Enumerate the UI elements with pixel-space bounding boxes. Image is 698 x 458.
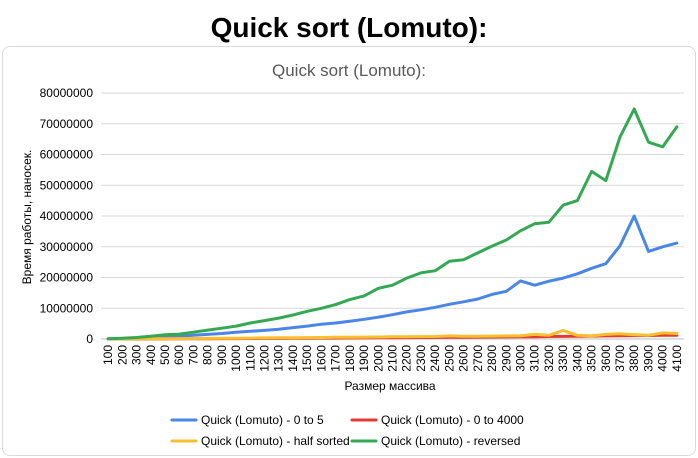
y-tick-label: 80000000 xyxy=(40,86,94,100)
legend: Quick (Lomuto) - 0 to 5 Quick (Lomuto) - … xyxy=(170,413,524,448)
y-tick-label: 60000000 xyxy=(40,148,94,162)
x-tick-label: 2300 xyxy=(414,345,428,372)
x-tick-label: 3800 xyxy=(627,345,641,372)
x-tick-label: 100 xyxy=(101,345,115,365)
x-tick-label: 3900 xyxy=(641,345,655,372)
x-tick-label: 600 xyxy=(172,345,186,365)
x-tick-label: 1200 xyxy=(258,345,272,372)
legend-label: Quick (Lomuto) - half sorted xyxy=(201,434,350,448)
x-tick-label: 1900 xyxy=(357,345,371,372)
x-tick-label: 1600 xyxy=(314,345,328,372)
legend-label: Quick (Lomuto) - reversed xyxy=(381,434,520,448)
legend-label: Quick (Lomuto) - 0 to 5 xyxy=(201,413,324,427)
x-tick-label: 3600 xyxy=(599,345,613,372)
y-tick-label: 10000000 xyxy=(40,301,94,315)
x-tick-label: 1400 xyxy=(286,345,300,372)
y-tick-label: 0 xyxy=(86,332,93,346)
legend-item: Quick (Lomuto) - reversed xyxy=(350,434,520,448)
x-tick-label: 1500 xyxy=(300,345,314,372)
x-tick-label: 4000 xyxy=(656,345,670,372)
x-tick-label: 3700 xyxy=(613,345,627,372)
x-tick-label: 900 xyxy=(215,345,229,365)
x-tick-label: 2400 xyxy=(428,345,442,372)
x-axis-ticks: 100 200 300 400 500 600 700 800 900 1000 1100 1200 1… xyxy=(101,345,684,372)
x-tick-label: 3300 xyxy=(556,345,570,372)
x-tick-label: 2700 xyxy=(471,345,485,372)
legend-item: Quick (Lomuto) - 0 to 5 xyxy=(170,413,324,427)
x-tick-label: 2200 xyxy=(400,345,414,372)
x-tick-label: 3100 xyxy=(528,345,542,372)
legend-label: Quick (Lomuto) - 0 to 4000 xyxy=(381,413,524,427)
y-axis-ticks: 0 10000000 20000000 30000000 40000000 5000000… xyxy=(40,86,94,346)
x-tick-label: 400 xyxy=(144,345,158,365)
legend-item: Quick (Lomuto) - 0 to 4000 xyxy=(350,413,524,427)
y-tick-label: 20000000 xyxy=(40,271,94,285)
chart-card xyxy=(2,46,696,456)
x-tick-label: 3200 xyxy=(542,345,556,372)
x-tick-label: 4100 xyxy=(670,345,684,372)
x-tick-label: 500 xyxy=(158,345,172,365)
y-axis-label: Время работы, наносек. xyxy=(20,150,34,285)
legend-item: Quick (Lomuto) - half sorted xyxy=(170,434,350,448)
y-tick-label: 70000000 xyxy=(40,117,94,131)
x-tick-label: 200 xyxy=(115,345,129,365)
series-line-1 xyxy=(106,214,679,341)
x-tick-label: 2100 xyxy=(386,345,400,372)
gridlines xyxy=(101,92,684,340)
x-tick-label: 1300 xyxy=(272,345,286,372)
x-axis-label: Размер массива xyxy=(344,379,435,393)
x-tick-label: 1700 xyxy=(329,345,343,372)
x-tick-label: 2900 xyxy=(499,345,513,372)
x-tick-label: 3000 xyxy=(513,345,527,372)
x-tick-label: 2500 xyxy=(442,345,456,372)
chart-title: Quick sort (Lomuto): xyxy=(272,61,426,80)
series-line-4 xyxy=(106,107,679,341)
x-tick-label: 700 xyxy=(186,345,200,365)
x-tick-label: 2600 xyxy=(457,345,471,372)
y-tick-label: 30000000 xyxy=(40,240,94,254)
y-tick-label: 40000000 xyxy=(40,209,94,223)
y-tick-label: 50000000 xyxy=(40,178,94,192)
series-line-3 xyxy=(106,328,679,341)
x-tick-label: 1800 xyxy=(343,345,357,372)
x-tick-label: 300 xyxy=(130,345,144,365)
x-tick-label: 3500 xyxy=(585,345,599,372)
series-lines xyxy=(106,107,679,341)
x-tick-label: 800 xyxy=(201,345,215,365)
x-tick-label: 3400 xyxy=(570,345,584,372)
x-tick-label: 1000 xyxy=(229,345,243,372)
x-tick-label: 2800 xyxy=(485,345,499,372)
page-title: Quick sort (Lomuto): xyxy=(210,12,488,43)
x-tick-label: 2000 xyxy=(371,345,385,372)
x-tick-label: 1100 xyxy=(243,345,257,371)
